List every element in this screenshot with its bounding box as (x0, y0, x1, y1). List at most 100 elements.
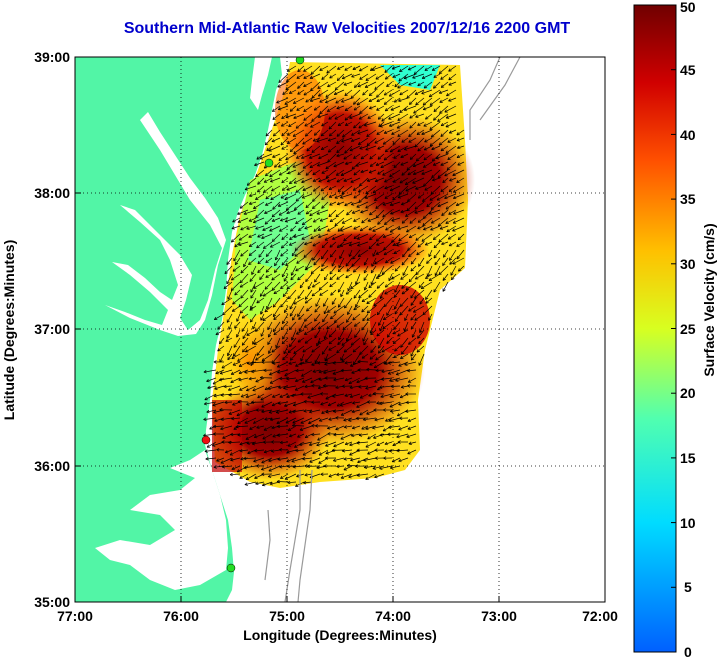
arrow-icon (244, 484, 248, 486)
arrow-icon (458, 238, 462, 241)
arrow-icon (376, 403, 380, 405)
arrow-icon (271, 425, 275, 429)
arrow-icon (353, 103, 357, 105)
velocity-arrow (329, 281, 337, 288)
velocity-arrow (374, 177, 385, 182)
velocity-arrow (364, 465, 377, 468)
velocity-arrow (301, 233, 313, 240)
arrow-icon (287, 482, 291, 485)
arrow-icon (244, 482, 248, 485)
velocity-arrow (248, 217, 257, 222)
velocity-arrow (325, 97, 337, 104)
arrow-icon (256, 465, 260, 468)
velocity-arrow (309, 161, 321, 168)
arrow-icon (292, 420, 295, 424)
arrow-icon (328, 126, 331, 130)
arrow-icon (271, 360, 273, 364)
arrow-icon (456, 257, 460, 260)
velocity-arrow (272, 201, 281, 210)
arrow-icon (286, 168, 290, 170)
velocity-arrow (299, 425, 313, 431)
velocity-arrow (351, 209, 361, 214)
velocity-arrow (264, 209, 273, 214)
arrow-icon (322, 352, 326, 355)
velocity-arrow (457, 145, 465, 149)
velocity-arrow (263, 185, 273, 193)
arrow-icon (321, 196, 323, 200)
velocity-arrow (288, 121, 297, 127)
velocity-arrow (277, 425, 289, 427)
arrow-icon (398, 100, 402, 103)
arrow-icon (406, 95, 409, 99)
arrow-icon (387, 335, 391, 338)
arrow-icon (286, 286, 289, 290)
arrow-icon (441, 86, 445, 88)
arrow-icon (379, 329, 383, 332)
arrow-icon (445, 220, 448, 224)
arrow-icon (343, 467, 346, 471)
arrow-icon (203, 371, 207, 374)
velocity-arrow (278, 209, 289, 216)
arrow-icon (282, 342, 285, 345)
arrow-icon (213, 395, 217, 398)
arrow-icon (271, 441, 274, 444)
velocity-arrow (336, 401, 345, 407)
velocity-arrow (329, 201, 337, 206)
arrow-icon (249, 195, 253, 198)
velocity-arrow (309, 441, 321, 446)
velocity-arrow (345, 121, 353, 126)
velocity-arrow (281, 241, 289, 249)
arrow-icon (291, 395, 295, 398)
arrow-icon (344, 117, 347, 121)
velocity-arrow (221, 297, 233, 306)
velocity-arrow (312, 169, 321, 176)
velocity-arrow (407, 425, 417, 430)
arrow-icon (274, 166, 278, 168)
velocity-arrow (248, 249, 257, 256)
velocity-arrow (425, 113, 433, 120)
arrow-icon (433, 290, 437, 293)
arrow-icon (317, 227, 321, 231)
velocity-arrow (378, 345, 385, 354)
arrow-icon (352, 257, 356, 260)
arrow-icon (358, 125, 361, 129)
velocity-arrow (259, 153, 273, 160)
velocity-arrow (377, 169, 385, 175)
arrow-icon (250, 320, 254, 323)
velocity-arrow (457, 161, 465, 166)
arrow-icon (343, 349, 346, 353)
velocity-arrow (336, 73, 345, 81)
velocity-arrow (358, 385, 369, 388)
arrow-icon (405, 289, 409, 291)
arrow-icon (254, 162, 257, 166)
arrow-icon (345, 161, 348, 165)
arrow-icon (241, 315, 244, 319)
arrow-icon (265, 253, 268, 257)
arrow-icon (373, 409, 377, 412)
velocity-arrow (280, 281, 289, 290)
arrow-icon (286, 377, 290, 380)
arrow-icon (440, 84, 443, 88)
velocity-arrow (242, 345, 249, 353)
arrow-icon (418, 342, 422, 345)
arrow-icon (368, 92, 371, 96)
arrow-icon (287, 295, 290, 299)
arrow-icon (325, 453, 329, 455)
arrow-icon (295, 268, 298, 271)
velocity-arrow (453, 209, 465, 215)
arrow-icon (221, 301, 224, 305)
arrow-icon (379, 434, 383, 437)
arrow-icon (377, 287, 381, 289)
velocity-arrow (256, 345, 265, 356)
velocity-arrow (456, 241, 465, 247)
velocity-arrow (296, 153, 305, 159)
arrow-icon (456, 243, 459, 247)
velocity-arrow (333, 433, 345, 436)
arrow-icon (257, 269, 259, 273)
velocity-arrow (351, 433, 361, 437)
arrow-icon (395, 372, 399, 375)
arrow-icon (296, 127, 300, 129)
arrow-icon (407, 384, 411, 387)
arrow-icon (401, 174, 405, 176)
velocity-arrow (226, 313, 233, 323)
